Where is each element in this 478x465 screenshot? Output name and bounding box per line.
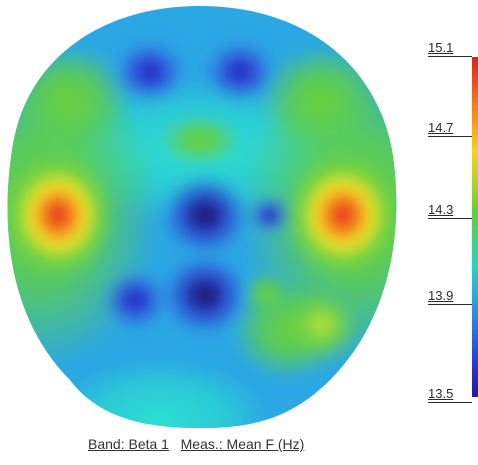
band-label: Band: Beta 1 — [88, 436, 169, 452]
scale-tick-min: 13.5 — [428, 386, 454, 401]
color-scale-bar — [472, 57, 478, 397]
scale-tick-line — [428, 218, 472, 219]
scale-tick-line — [428, 402, 472, 403]
head-topography-map — [7, 6, 397, 428]
scale-tick-line — [428, 136, 472, 137]
scale-tick-line — [428, 304, 472, 305]
scale-tick-line — [428, 56, 472, 57]
scale-tick-4: 13.9 — [428, 288, 454, 303]
map-caption: Band: Beta 1 Meas.: Mean F (Hz) — [88, 436, 304, 452]
scale-tick-2: 14.7 — [428, 120, 454, 135]
scale-tick-3: 14.3 — [428, 202, 454, 217]
scale-tick-max: 15.1 — [428, 40, 454, 55]
measure-label: Meas.: Mean F (Hz) — [180, 436, 305, 452]
